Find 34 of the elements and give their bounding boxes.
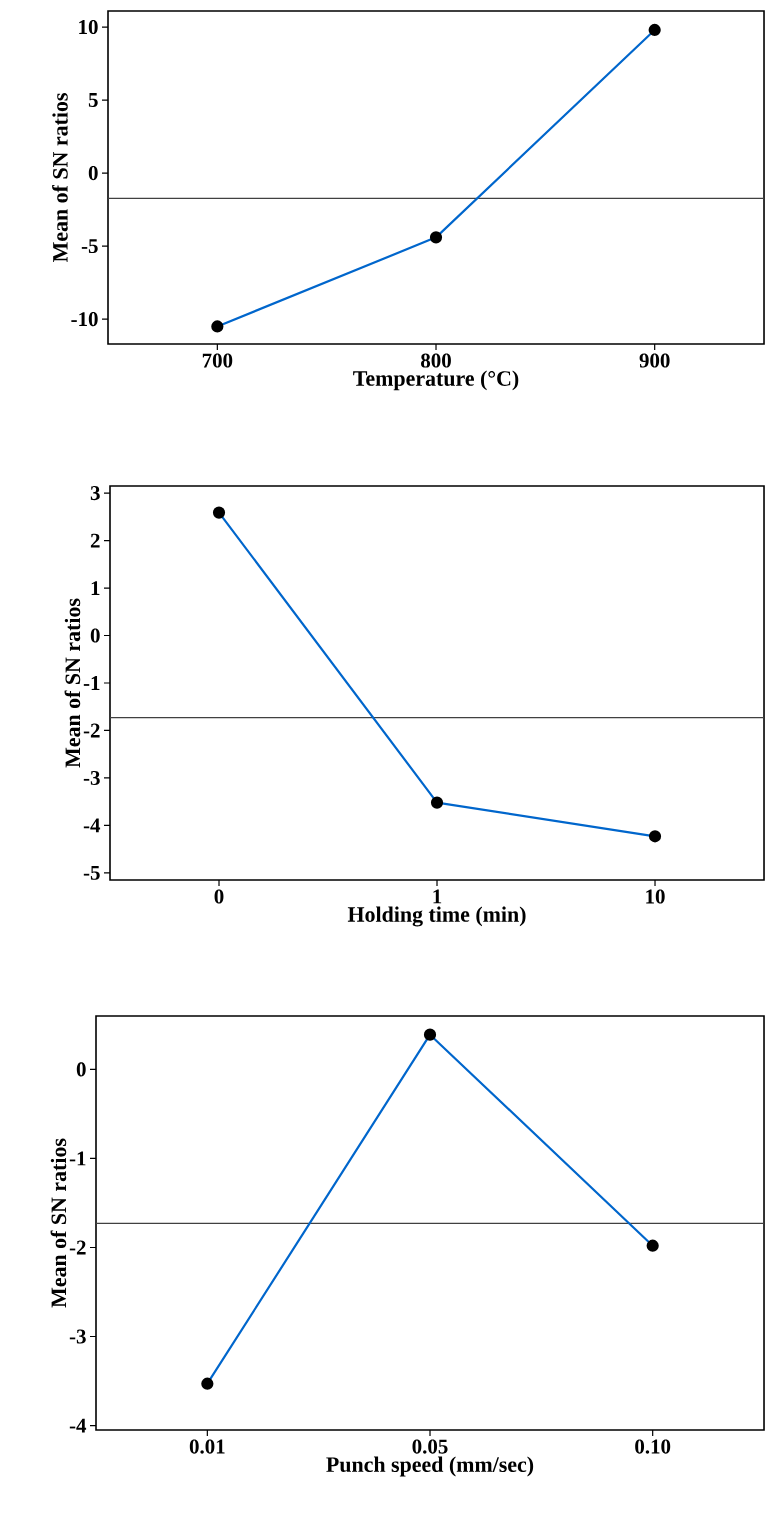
- x-tick-label: 10: [646, 889, 665, 904]
- y-tick-label: 3: [90, 486, 100, 501]
- x-tick-label: 700: [202, 353, 233, 368]
- y-tick-label: -4: [83, 818, 101, 833]
- y-tick-label: 2: [90, 533, 100, 548]
- x-tick-label: 0.01: [189, 1439, 225, 1454]
- y-tick-label: -3: [83, 770, 100, 785]
- x-tick-label: 0.05: [412, 1439, 448, 1454]
- x-tick-label: 0.10: [635, 1439, 671, 1454]
- y-tick-label: 0: [90, 628, 100, 643]
- y-tick-label: -3: [69, 1329, 86, 1344]
- y-tick-label: 1: [91, 581, 100, 595]
- y-axis-title: Mean of SN ratios: [52, 93, 68, 263]
- x-tick-label: 900: [639, 353, 670, 368]
- y-tick-label: -1: [83, 676, 100, 690]
- y-tick-label: 10: [79, 19, 98, 35]
- y-tick-label: -1: [69, 1151, 86, 1166]
- y-tick-label: 0: [88, 166, 98, 181]
- y-axis-title: Mean of SN ratios: [64, 598, 81, 768]
- y-tick-label: -5: [81, 239, 98, 254]
- y-tick-label: -5: [83, 865, 100, 880]
- y-tick-label: -2: [83, 723, 100, 738]
- y-axis-title: Mean of SN ratios: [50, 1138, 67, 1308]
- x-tick-label: 1: [433, 889, 442, 904]
- x-tick-label: 0: [214, 889, 224, 904]
- x-axis-title: Temperature (°C): [353, 370, 519, 391]
- y-tick-label: -10: [71, 312, 98, 327]
- y-tick-label: -2: [69, 1240, 86, 1255]
- x-tick-label: 800: [421, 353, 451, 368]
- y-tick-label: 0: [76, 1062, 86, 1077]
- x-axis-title: Holding time (min): [347, 906, 526, 927]
- y-tick-label: -4: [69, 1418, 87, 1433]
- y-tick-label: 5: [88, 93, 98, 108]
- x-axis-title: Punch speed (mm/sec): [326, 1456, 534, 1477]
